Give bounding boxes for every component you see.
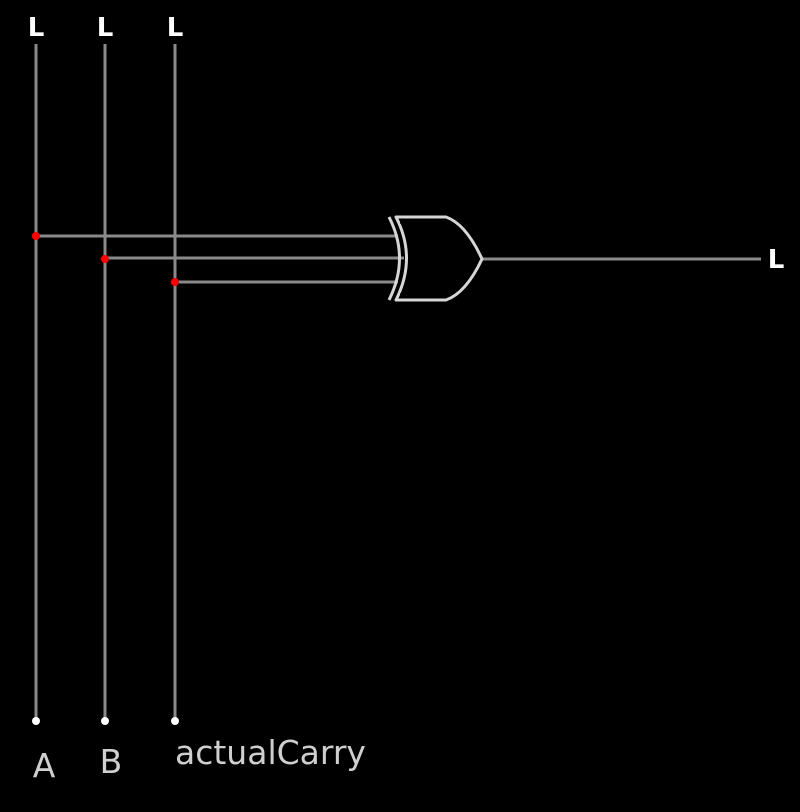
input-b-label: B xyxy=(100,742,123,781)
output-state: L xyxy=(768,245,785,275)
input-a-terminal[interactable] xyxy=(32,717,40,725)
input-carry-label: actualCarry xyxy=(175,733,366,772)
input-a-state: L xyxy=(28,13,45,43)
xor-gate-inner-line xyxy=(400,222,476,295)
junction-carry xyxy=(171,278,179,286)
junction-b xyxy=(101,255,109,263)
xor-gate-body xyxy=(394,215,484,302)
input-carry-terminal[interactable] xyxy=(171,717,179,725)
xor-gate-back-curve xyxy=(387,216,401,301)
input-b-terminal[interactable] xyxy=(101,717,109,725)
input-carry-state: L xyxy=(167,13,184,43)
input-a-label: A xyxy=(33,746,56,785)
xor-gate[interactable] xyxy=(387,215,484,302)
junction-a xyxy=(32,232,40,240)
input-b-state: L xyxy=(97,13,114,43)
